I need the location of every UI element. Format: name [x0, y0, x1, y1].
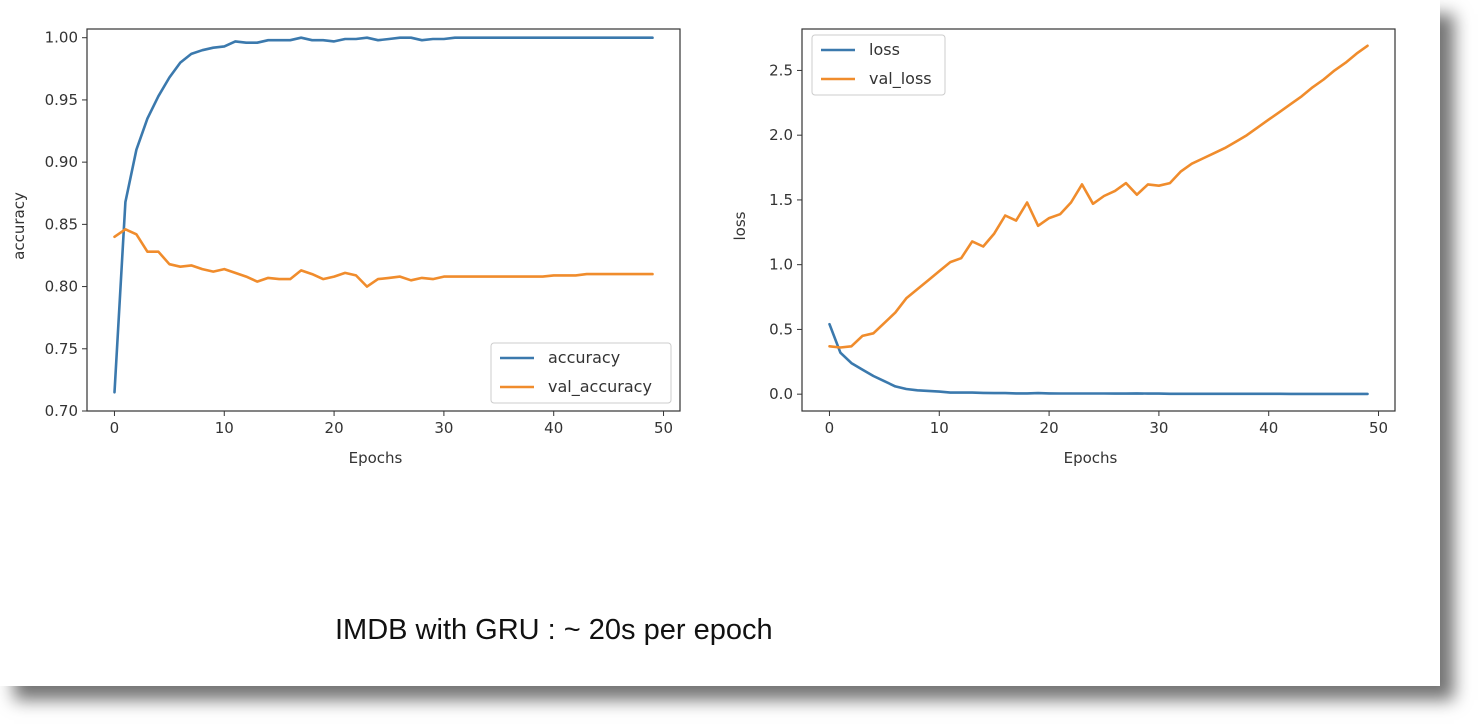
y-tick-label: 0.70	[45, 402, 78, 420]
chart-svg: 0 10 20 30 40 500.00.51.01.52.02.5Epochslossl…	[731, 28, 1396, 467]
legend: loss val_loss	[811, 34, 946, 96]
chart-svg: 0 10 20 30 40 50 0.70 0.75 0.80 0.85 0.90 0.95 1.00 E…	[10, 28, 681, 467]
x-axis-label: Epochs	[1064, 449, 1118, 467]
y-tick-label: 1.0	[769, 256, 793, 274]
legend-label: accuracy	[548, 348, 620, 367]
y-tick-label: 2.5	[769, 61, 793, 79]
x-tick-label: 30	[434, 419, 453, 437]
series-line-loss	[828, 322, 1369, 396]
legend-label: val_accuracy	[548, 377, 652, 397]
legend-box	[490, 342, 672, 404]
x-tick-label: 0	[825, 419, 835, 437]
y-axis-label: accuracy	[10, 192, 28, 260]
slide: 0 10 20 30 40 50 0.70 0.75 0.80 0.85 0.90 0.95 1.00 E…	[0, 0, 1422, 646]
x-tick-label: 40	[544, 419, 563, 437]
y-tick-label: 2.0	[769, 126, 793, 144]
x-tick-label: 10	[215, 419, 234, 437]
y-tick-label: 1.00	[45, 29, 78, 47]
legend: accuracy val_accuracy	[490, 342, 672, 404]
loss-chart: 0 10 20 30 40 50 0.0 0.5 1.0 1.5 2.0 2.5 Epochs loss l…	[722, 0, 1422, 480]
x-tick-label: 50	[1369, 419, 1388, 437]
y-axis-label: loss	[731, 211, 749, 240]
x-tick-label: 50	[654, 419, 673, 437]
x-tick-label: 40	[1259, 419, 1278, 437]
y-tick-label: 0.80	[45, 278, 78, 296]
x-tick-label: 20	[325, 419, 344, 437]
x-tick-label: 20	[1040, 419, 1059, 437]
series-line-val-loss	[828, 44, 1369, 349]
series-line-accuracy	[113, 36, 654, 394]
x-axis-label: Epochs	[349, 449, 403, 467]
legend-label: val_loss	[869, 69, 932, 89]
accuracy-chart: 0 10 20 30 40 50 0.70 0.75 0.80 0.85 0.90 0.95 1.00 E…	[0, 0, 700, 480]
x-tick-label: 10	[930, 419, 949, 437]
y-tick-label: 0.85	[45, 215, 78, 233]
series-line-val-accuracy	[113, 228, 654, 288]
slide-caption: IMDB with GRU : ~ 20s per epoch	[335, 614, 773, 646]
y-tick-label: 0.75	[45, 340, 78, 358]
plot-frame	[86, 28, 681, 412]
y-tick-label: 0.5	[769, 320, 793, 338]
y-tick-label: 1.5	[769, 191, 793, 209]
y-tick-label: 0.95	[45, 91, 78, 109]
x-tick-label: 30	[1149, 419, 1168, 437]
y-tick-label: 0.90	[45, 153, 78, 171]
x-tick-label: 0	[110, 419, 120, 437]
y-tick-label: 0.0	[769, 385, 793, 403]
plot-frame	[801, 28, 1396, 412]
legend-label: loss	[869, 40, 900, 59]
